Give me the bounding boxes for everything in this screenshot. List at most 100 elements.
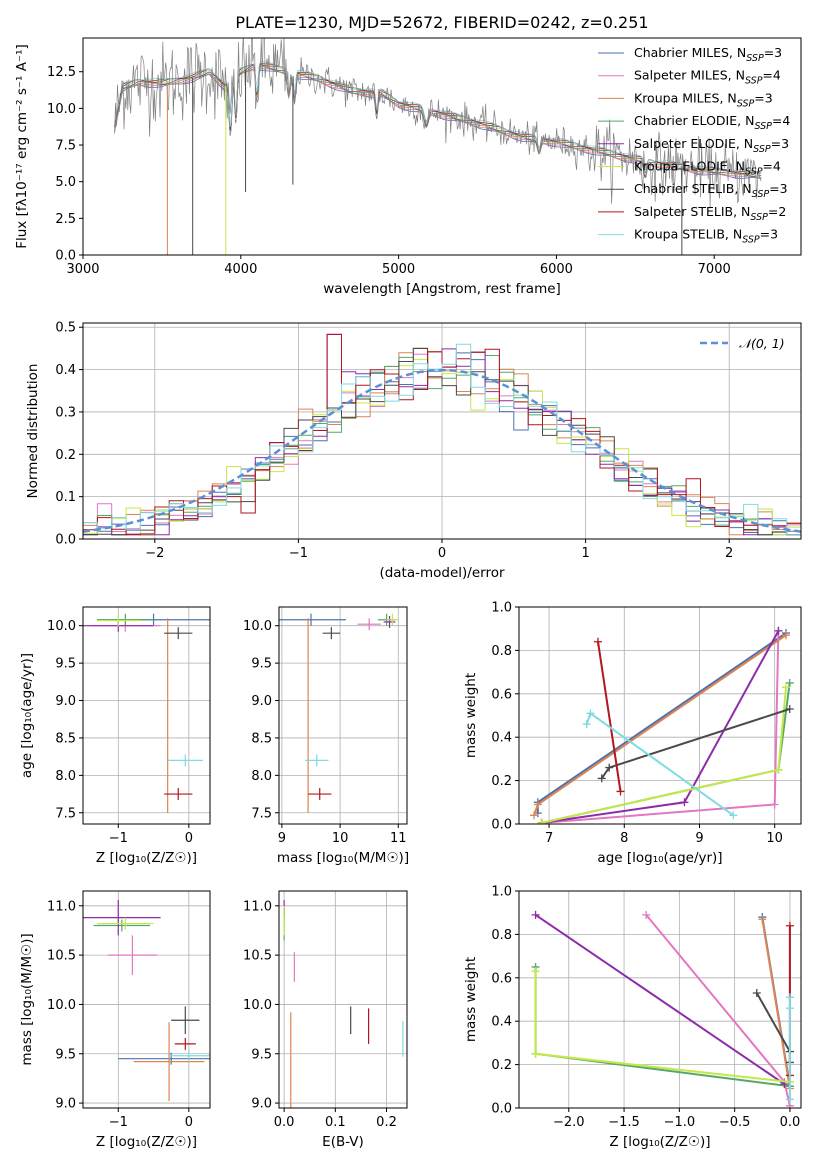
weight-point-chabrier-stelib xyxy=(597,774,606,783)
y-tick-label: 0.8 xyxy=(491,928,512,943)
y-tick-label: 11.0 xyxy=(47,899,76,914)
x-tick-label: 4000 xyxy=(224,262,257,277)
x-tick-label: −1 xyxy=(289,546,308,561)
y-axis-label: Normed distribution xyxy=(25,364,41,499)
y-tick-label: 9.5 xyxy=(251,1047,272,1062)
weight-point-salpeter-stelib xyxy=(593,637,602,646)
legend-entry-kroupa-stelib: Kroupa STELIB, NSSP=3 xyxy=(634,227,778,246)
legend-sub: SSP xyxy=(750,212,768,223)
y-axis-label: Flux [fλ10⁻¹⁷ erg cm⁻² s⁻¹ A⁻¹] xyxy=(14,44,30,249)
y-tick-label: 0.4 xyxy=(55,363,76,378)
legend-label: Kroupa ELODIE, N xyxy=(634,159,745,174)
plot-area xyxy=(114,38,762,255)
x-axis-label: Z [log₁₀(Z/Z☉)] xyxy=(96,1134,197,1150)
legend-entry-salpeter-stelib: Salpeter STELIB, NSSP=2 xyxy=(634,204,786,223)
x-tick-label: 2 xyxy=(725,546,733,561)
axes-frame xyxy=(278,890,408,1109)
axes-frame xyxy=(82,890,211,1109)
y-tick-label: 8.5 xyxy=(251,731,272,746)
y-axis-label: mass [log₁₀(M/M☉)] xyxy=(19,933,35,1065)
y-tick-label: 0.0 xyxy=(491,1102,512,1117)
panel-age-weight: 7 8 9 10 0.0 0.2 0.4 0.6 0.8 1.0 age [log₁₀(age/yr… xyxy=(463,601,802,866)
y-axis-label: mass weight xyxy=(463,957,479,1042)
legend-suffix: =4 xyxy=(762,159,780,174)
weight-point-chabrier-stelib xyxy=(752,988,761,997)
plot-area xyxy=(83,333,801,536)
y-tick-label: 0.4 xyxy=(491,1015,512,1030)
weight-point-kroupa-miles xyxy=(533,800,542,809)
plot-area xyxy=(283,899,404,1108)
x-tick-label: 10 xyxy=(332,831,349,846)
x-tick-label: 0 xyxy=(185,831,193,846)
legend-entry-kroupa-miles: Kroupa MILES, NSSP=3 xyxy=(634,90,773,109)
weight-point-kroupa-elodie xyxy=(781,683,790,692)
x-tick-label: 7 xyxy=(545,831,553,846)
panel-ebv-mass: 0.0 0.1 0.2 9.0 9.5 10.0 10.5 11.0 E(B-V) xyxy=(243,890,408,1150)
weight-point-kroupa-elodie xyxy=(774,765,783,774)
legend-label: Chabrier ELODIE, N xyxy=(634,113,754,128)
plot-area xyxy=(531,910,794,1108)
axes-frame xyxy=(518,890,802,1109)
y-tick-label: 9.5 xyxy=(55,1047,76,1062)
weight-point-salpeter-miles xyxy=(642,910,651,919)
legend-entry-salpeter-miles: Salpeter MILES, NSSP=4 xyxy=(634,68,781,87)
x-tick-label: −1 xyxy=(109,831,128,846)
axes-frame xyxy=(82,37,802,256)
legend-entry-salpeter-elodie: Salpeter ELODIE, NSSP=3 xyxy=(634,136,789,155)
weight-point-kroupa-stelib xyxy=(785,1095,794,1104)
weight-line-salpeter-miles xyxy=(541,630,780,824)
x-axis-label: mass [log₁₀(M/M☉)] xyxy=(277,850,409,866)
y-tick-label: 9.0 xyxy=(251,694,272,709)
y-axis-label: mass weight xyxy=(463,673,479,758)
y-tick-label: 2.5 xyxy=(55,212,76,227)
y-tick-label: 8.0 xyxy=(55,769,76,784)
y-tick-label: 0.2 xyxy=(491,774,512,789)
weight-point-kroupa-stelib xyxy=(785,1004,794,1013)
y-tick-label: 0.5 xyxy=(55,321,76,336)
y-tick-label: 7.5 xyxy=(55,806,76,821)
weight-point-salpeter-elodie xyxy=(774,626,783,635)
weight-point-kroupa-elodie xyxy=(531,1049,540,1058)
y-tick-label: 10.5 xyxy=(243,949,272,964)
weight-point-kroupa-elodie xyxy=(537,818,546,824)
weight-line-kroupa-elodie xyxy=(534,971,791,1083)
legend-suffix: =3 xyxy=(760,227,778,242)
residual-legend: 𝒩(0, 1) xyxy=(700,336,785,351)
y-tick-label: 0.8 xyxy=(491,644,512,659)
weight-point-kroupa-stelib xyxy=(586,709,595,718)
figure-title: PLATE=1230, MJD=52672, FIBERID=0242, z=0… xyxy=(235,13,648,32)
x-tick-label: −0.5 xyxy=(719,1115,751,1130)
legend-label: Kroupa MILES, N xyxy=(634,90,737,105)
x-tick-label: 5000 xyxy=(382,262,415,277)
x-tick-label: 0.0 xyxy=(780,1115,801,1130)
x-axis-label: (data-model)/error xyxy=(379,565,505,581)
plot-layer: 3000 4000 5000 6000 70000.02.55.07.510.012.5… xyxy=(14,37,802,1150)
panel-residuals: −2 −1 0 1 2 0.0 0.1 0.2 0.3 0.4 0.5 (data-model)/er… xyxy=(25,321,802,581)
x-tick-label: −2 xyxy=(145,546,164,561)
x-tick-label: 1 xyxy=(581,546,589,561)
x-tick-label: 11 xyxy=(390,831,407,846)
x-axis-label: Z [log₁₀(Z/Z☉)] xyxy=(609,1134,710,1150)
y-tick-label: 1.0 xyxy=(491,601,512,616)
weight-line-salpeter-elodie xyxy=(541,630,780,824)
weight-point-kroupa-miles xyxy=(758,915,767,924)
legend-suffix: =3 xyxy=(754,90,772,105)
legend-suffix: =3 xyxy=(771,136,789,151)
plot-area xyxy=(279,613,399,813)
x-tick-label: 7000 xyxy=(698,262,731,277)
y-tick-label: 7.5 xyxy=(251,806,272,821)
legend-sub: SSP xyxy=(752,189,770,200)
x-tick-label: −1 xyxy=(109,1115,128,1130)
y-tick-label: 0.3 xyxy=(55,405,76,420)
plot-area xyxy=(83,613,210,813)
x-tick-label: 9 xyxy=(278,831,286,846)
plot-area xyxy=(530,626,794,824)
weight-point-kroupa-stelib xyxy=(729,811,738,820)
y-tick-label: 0.6 xyxy=(491,971,512,986)
x-tick-label: 0 xyxy=(438,546,446,561)
y-tick-label: 0.6 xyxy=(491,687,512,702)
y-tick-label: 9.0 xyxy=(55,1097,76,1112)
weight-point-salpeter-elodie xyxy=(680,798,689,807)
y-tick-label: 9.5 xyxy=(55,657,76,672)
